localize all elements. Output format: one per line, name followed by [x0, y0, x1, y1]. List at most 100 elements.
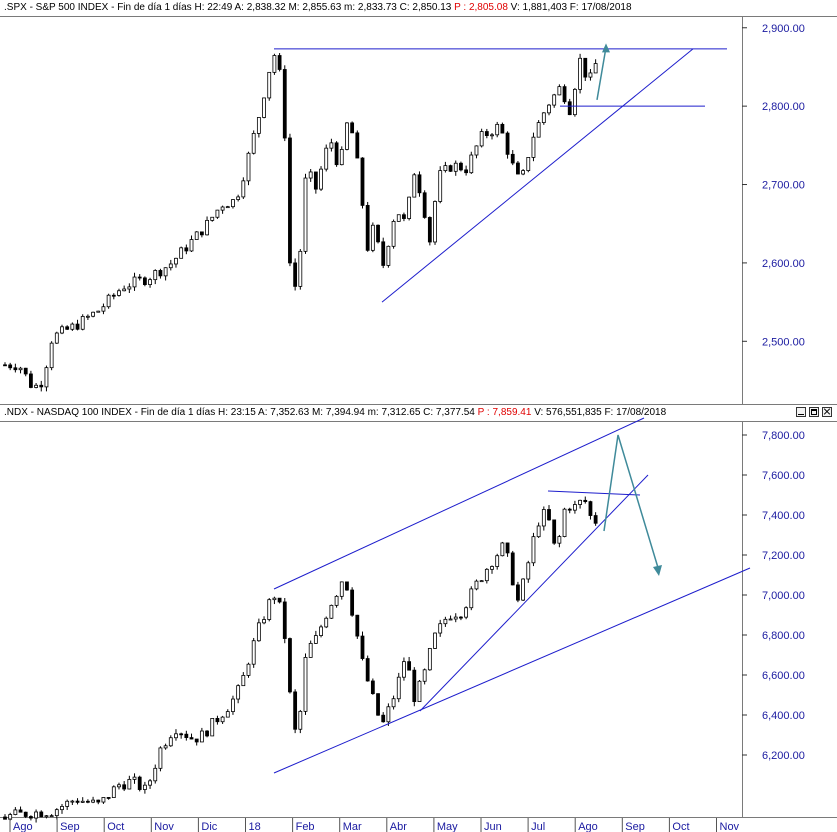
spx-header-text: .SPX - S&P 500 INDEX - Fin de día 1 días…: [4, 0, 632, 16]
spx-candle-body: [44, 367, 49, 388]
ndx-candle-body: [199, 730, 204, 743]
ndx-candle-body: [319, 626, 323, 636]
ndx-candle-body: [365, 658, 370, 682]
ndx-candle-body: [376, 693, 380, 716]
spx-candle-body: [132, 276, 137, 288]
spx-candle-body: [536, 122, 541, 138]
ndx-candle-body: [531, 536, 536, 564]
ndx-candle-body: [39, 811, 44, 818]
spx-candle-body: [231, 199, 235, 208]
spx-candle-body: [521, 170, 525, 175]
ndx-panel-header: .NDX - NASDAQ 100 INDEX - Fin de día 1 d…: [0, 405, 837, 421]
ndx-candle-body: [557, 536, 562, 544]
ndx-y-tick-label: 6,600.00: [762, 670, 805, 682]
ndx-candle-body: [184, 733, 189, 738]
ndx-candle-body: [34, 811, 38, 819]
spx-candle-body: [443, 165, 448, 172]
spx-candle-body: [277, 55, 282, 70]
ndx-candle-body: [370, 680, 375, 695]
ndx-candle-body: [122, 784, 127, 790]
ndx-candle-body: [142, 784, 147, 790]
spx-candle-body: [573, 88, 577, 116]
time-tick-label: Ago: [578, 821, 598, 832]
ndx-projection-arrow: [603, 434, 660, 572]
ndx-candle-body: [236, 685, 241, 700]
time-tick-label: Abr: [390, 821, 407, 832]
spx-candle-body: [96, 310, 101, 313]
ndx-candle-body: [262, 619, 266, 624]
minimize-icon[interactable]: [796, 407, 806, 417]
time-tick-label: Jul: [531, 821, 545, 832]
ndx-candle-body: [479, 580, 484, 583]
ndx-candle-body: [65, 800, 70, 807]
ndx-candle-body: [267, 599, 272, 620]
spx-candle-body: [396, 214, 401, 222]
spx-candle-body: [391, 220, 396, 247]
spx-candle-body: [510, 153, 515, 164]
ndx-candle-body: [308, 642, 313, 658]
spx-candle-body: [174, 257, 178, 265]
ndx-candle-body: [448, 618, 453, 621]
ndx-channel-lower: [273, 567, 751, 774]
ndx-candle-body: [293, 691, 298, 730]
spx-candle-body: [567, 101, 572, 116]
ndx-open: A: 7,352.63: [258, 407, 310, 418]
ndx-candle-body: [422, 669, 427, 682]
ndx-y-tick-label: 7,000.00: [762, 590, 805, 602]
spx-candle-body: [365, 205, 370, 251]
spx-candle-body: [49, 342, 54, 369]
spx-candle-body: [34, 384, 38, 388]
spx-candle-body: [407, 196, 412, 219]
spx-candle-body: [3, 364, 7, 367]
spx-candle-body: [293, 262, 298, 287]
spx-candle-body: [412, 174, 417, 198]
spx-y-tick-label: 2,800.00: [762, 101, 805, 113]
spx-candle-body: [13, 367, 18, 371]
ndx-candle-body: [459, 616, 463, 619]
ndx-candle-body: [469, 588, 474, 609]
spx-candle-body: [464, 169, 469, 174]
spx-candle-body: [381, 241, 386, 266]
ndx-candle-body: [194, 738, 199, 743]
spx-candle-body: [417, 174, 422, 194]
ndx-candle-body: [329, 604, 334, 619]
spx-candle-body: [350, 122, 355, 134]
spx-candle-body: [484, 131, 489, 136]
ndx-candle-body: [355, 614, 360, 637]
spx-candle-body: [220, 206, 225, 211]
ndx-candle-body: [350, 589, 355, 616]
ndx-candle-body: [23, 811, 28, 817]
ndx-y-tick-label: 6,400.00: [762, 710, 805, 722]
ndx-wedge-lower: [419, 474, 649, 712]
ndx-candle-body: [210, 718, 215, 737]
ndx-candle-body: [189, 737, 194, 740]
ndx-cursor-price: P : 7,859.41: [477, 407, 532, 418]
spx-y-tick-label: 2,500.00: [762, 336, 805, 348]
spx-candle-body: [386, 245, 391, 266]
spx-candle-body: [459, 162, 463, 171]
spx-candle-body: [85, 315, 90, 318]
ndx-candle-body: [593, 515, 598, 524]
spx-candle-body: [251, 133, 256, 154]
spx-candle-body: [179, 247, 184, 259]
close-icon[interactable]: [822, 407, 832, 417]
ndx-candle-body: [396, 676, 401, 700]
spx-y-tick-label: 2,900.00: [762, 23, 805, 35]
ndx-candle-body: [153, 767, 158, 782]
spx-candle-body: [355, 132, 360, 159]
spx-candle-body: [505, 132, 510, 155]
ndx-candle-body: [505, 542, 510, 554]
ndx-candle-body: [547, 509, 551, 521]
ndx-header-text: .NDX - NASDAQ 100 INDEX - Fin de día 1 d…: [4, 405, 666, 421]
spx-projection-arrowhead: [602, 43, 610, 53]
ndx-candle-body: [117, 784, 121, 788]
maximize-icon[interactable]: [809, 407, 819, 417]
spx-candle-body: [541, 112, 546, 123]
ndx-candle-body: [277, 597, 282, 603]
spx-symbol-label: .SPX - S&P 500 INDEX - Fin de día 1 días: [4, 2, 192, 13]
spx-candle-body: [194, 231, 199, 240]
spx-y-tick-label: 2,700.00: [762, 180, 805, 192]
ndx-candle-body: [324, 617, 329, 628]
time-tick-label: Dic: [201, 821, 217, 832]
